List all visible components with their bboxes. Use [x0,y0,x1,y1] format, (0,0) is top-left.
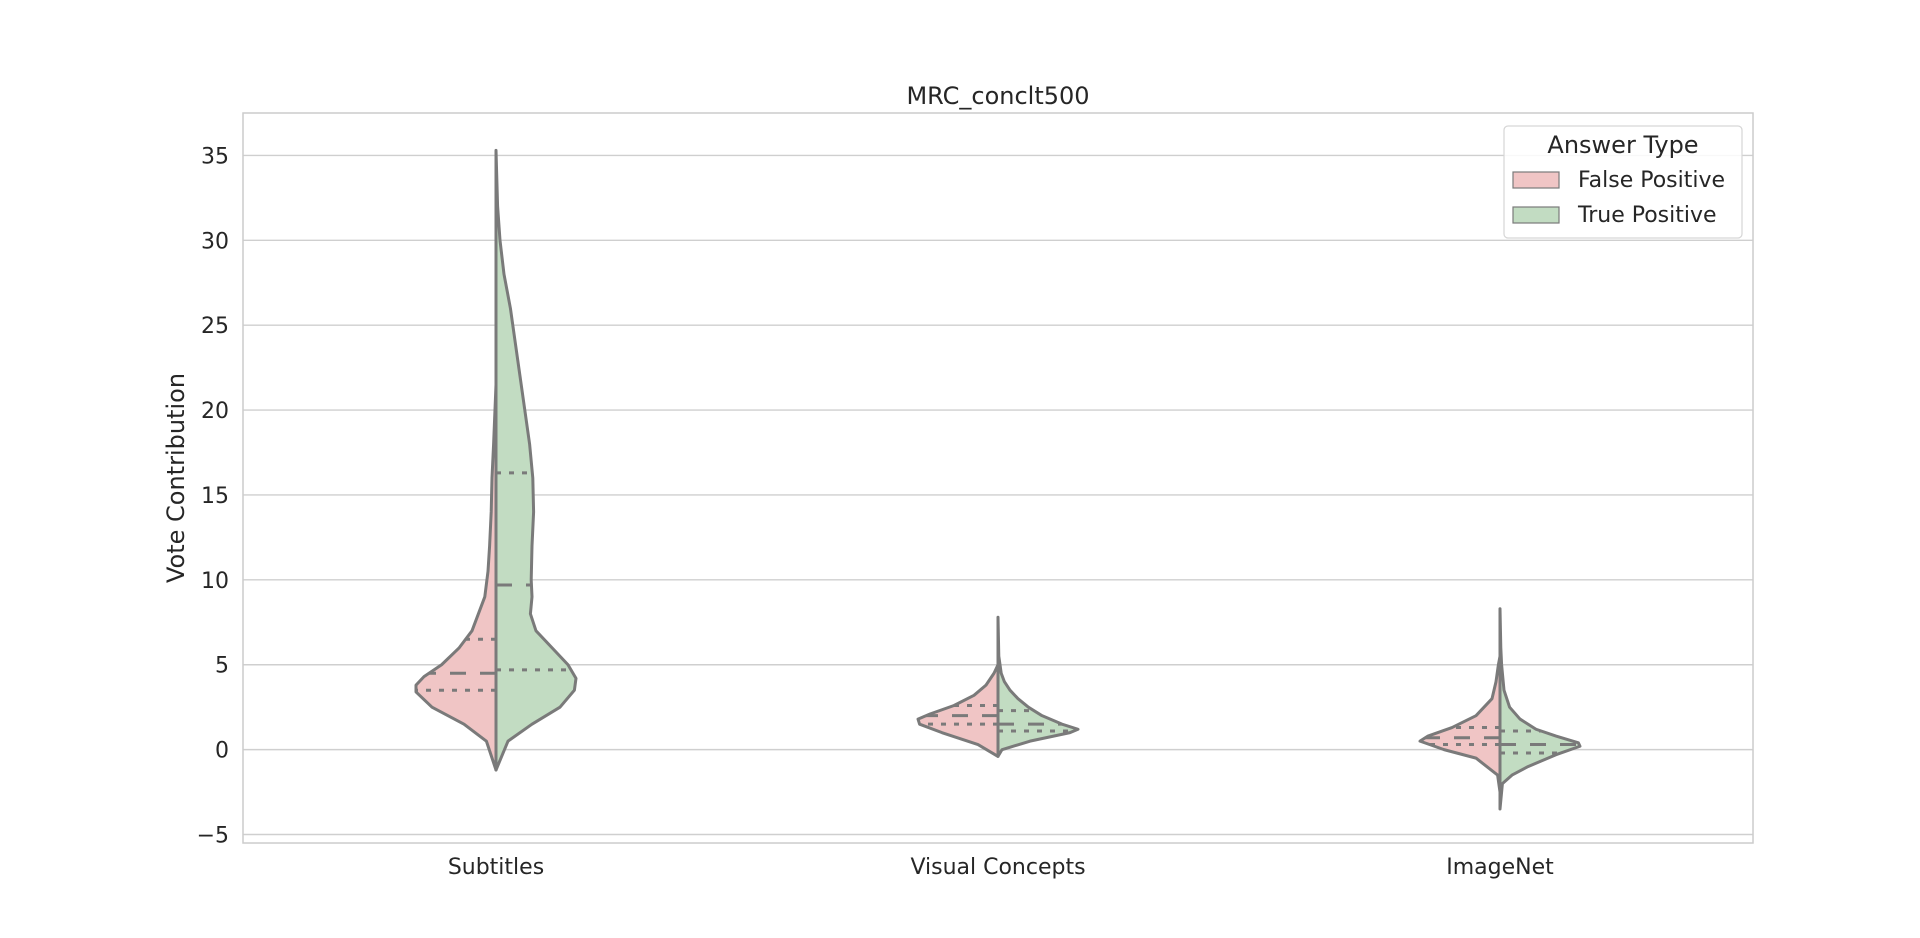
legend: Answer Type False Positive True Positive [1503,125,1743,239]
legend-title: Answer Type [1547,131,1698,159]
y-tick-label: −5 [197,824,229,849]
legend-swatch-true-positive [1512,206,1560,224]
violin-true-positive-subtitles [494,148,578,772]
plot-frame [242,112,1754,844]
legend-label-false-positive: False Positive [1578,168,1725,193]
y-tick-label: 35 [201,144,229,169]
legend-frame [1503,125,1743,239]
violin-false-positive-visual-concepts [916,663,1000,758]
y-tick-label: 0 [215,739,229,764]
violins [414,148,1582,811]
violin-true-positive-visual-concepts [996,615,1080,758]
y-tick-label: 10 [201,569,229,594]
violin-false-positive-imagenet [1418,654,1502,794]
x-tick-label: Visual Concepts [910,855,1085,880]
legend-label-true-positive: True Positive [1577,203,1717,228]
chart-title: MRC_conclt500 [906,82,1089,110]
x-tick-label: Subtitles [448,855,544,880]
y-tick-labels: −5 0 5 10 15 20 25 30 35 [197,144,229,848]
legend-swatch-false-positive [1512,171,1560,189]
x-tick-labels: Subtitles Visual Concepts ImageNet [448,855,1554,880]
y-tick-label: 5 [215,654,229,679]
y-axis-title: Vote Contribution [162,373,190,583]
y-tick-label: 20 [201,399,229,424]
y-tick-label: 25 [201,314,229,339]
y-tick-label: 30 [201,229,229,254]
x-tick-label: ImageNet [1446,855,1554,880]
y-tick-label: 15 [201,484,229,509]
violin-true-positive-imagenet [1498,607,1582,811]
